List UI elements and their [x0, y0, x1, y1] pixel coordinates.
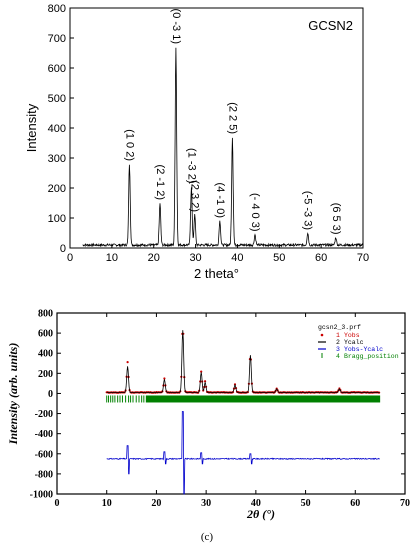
x-tick-label: 30	[201, 498, 211, 509]
top-chart: 0 10 20 30 40 50 60 700100200300400500600700800…	[24, 3, 369, 281]
x-tick-label: 60	[315, 252, 327, 264]
y-tick-label: 400	[48, 123, 66, 135]
peak-label: (-5 -3 3)	[302, 191, 314, 230]
x-tick-label: 0	[67, 252, 73, 264]
yobs-point	[163, 377, 166, 380]
y-tick-label: 600	[48, 63, 66, 75]
peak-label: (2 -1 2)	[154, 165, 166, 200]
bottom-chart: 0 10 20 30 40 50 60 70 800 600 400 200 0 -200 -400 -600…	[6, 309, 410, 522]
y-tick-label: 100	[48, 213, 66, 225]
peak-label: (6 5 3)	[330, 203, 342, 235]
y-tick-label: 800	[48, 3, 66, 15]
difference-line	[106, 411, 380, 495]
x-tick-label: 10	[106, 252, 118, 264]
y-axis-label: Intensity (arb. units)	[6, 343, 20, 446]
y-tick-label: 500	[48, 93, 66, 105]
y-tick-label: 400	[38, 349, 53, 360]
yobs-point	[126, 361, 129, 364]
peak-label: (- 4 0 3)	[249, 193, 261, 232]
y-tick-label: 0	[48, 389, 53, 400]
legend-number: 3	[336, 346, 340, 353]
y-tick-label: 200	[38, 369, 53, 380]
peak-label: (4 -1 0)	[214, 183, 226, 218]
y-tick-label: -600	[35, 449, 53, 460]
legend-number: 1	[336, 332, 340, 339]
x-tick-label: 50	[301, 498, 311, 509]
x-tick-label: 10	[102, 498, 112, 509]
x-tick-label: 30	[189, 252, 201, 264]
x-axis-label: 2 theta°	[194, 266, 239, 281]
y-tick-label: -200	[35, 409, 53, 420]
figure-caption: (c)	[201, 531, 214, 543]
peak-label: (0 -3 1)	[170, 9, 182, 44]
x-tick-label: 50	[273, 252, 285, 264]
xrd-pattern-line	[82, 47, 363, 248]
ycalc-line	[106, 330, 380, 393]
legend-label: Yobs-Ycalc	[344, 346, 383, 353]
peak-label: (1 -3 2)	[185, 148, 197, 183]
legend-label: Bragg_position	[344, 353, 399, 360]
bragg-positions	[106, 395, 381, 403]
plot-frame	[56, 312, 406, 495]
legend-label: Yobs	[344, 332, 360, 339]
legend-label: Ycalc	[344, 339, 364, 346]
legend-number: 4	[336, 353, 340, 360]
x-tick-label: 40	[251, 498, 261, 509]
y-tick-label: 800	[38, 309, 53, 320]
y-tick-label: 600	[38, 329, 53, 340]
y-tick-label: 200	[48, 183, 66, 195]
bragg-band	[146, 395, 381, 403]
yobs-point	[200, 370, 203, 373]
peak-label: (2 2 5)	[226, 102, 238, 134]
y-tick-label: 300	[48, 153, 66, 165]
y-tick-label: -1000	[30, 490, 53, 501]
x-tick-label: 0	[55, 498, 60, 509]
y-tick-label: 700	[48, 33, 66, 45]
y-tick-label: 0	[60, 243, 66, 255]
legend-marker	[320, 333, 324, 337]
peak-label: (1 0 2)	[123, 129, 135, 161]
x-tick-label: 70	[400, 498, 410, 509]
legend-file: gcsn2_3.prf	[318, 324, 361, 331]
x-tick-label: 20	[148, 252, 160, 264]
x-tick-label: 60	[350, 498, 360, 509]
peak-label: (2 3 2)	[189, 180, 201, 212]
x-tick-label: 70	[357, 252, 369, 264]
x-tick-label: 40	[231, 252, 243, 264]
x-tick-label: 20	[151, 498, 161, 509]
legend-number: 2	[336, 339, 340, 346]
y-axis-label: Intensity	[24, 103, 39, 152]
y-tick-label: -400	[35, 429, 53, 440]
y-tick-label: -800	[35, 469, 53, 480]
chart-title: GCSN2	[308, 18, 353, 33]
x-axis-label: 2θ (°)	[246, 507, 275, 521]
